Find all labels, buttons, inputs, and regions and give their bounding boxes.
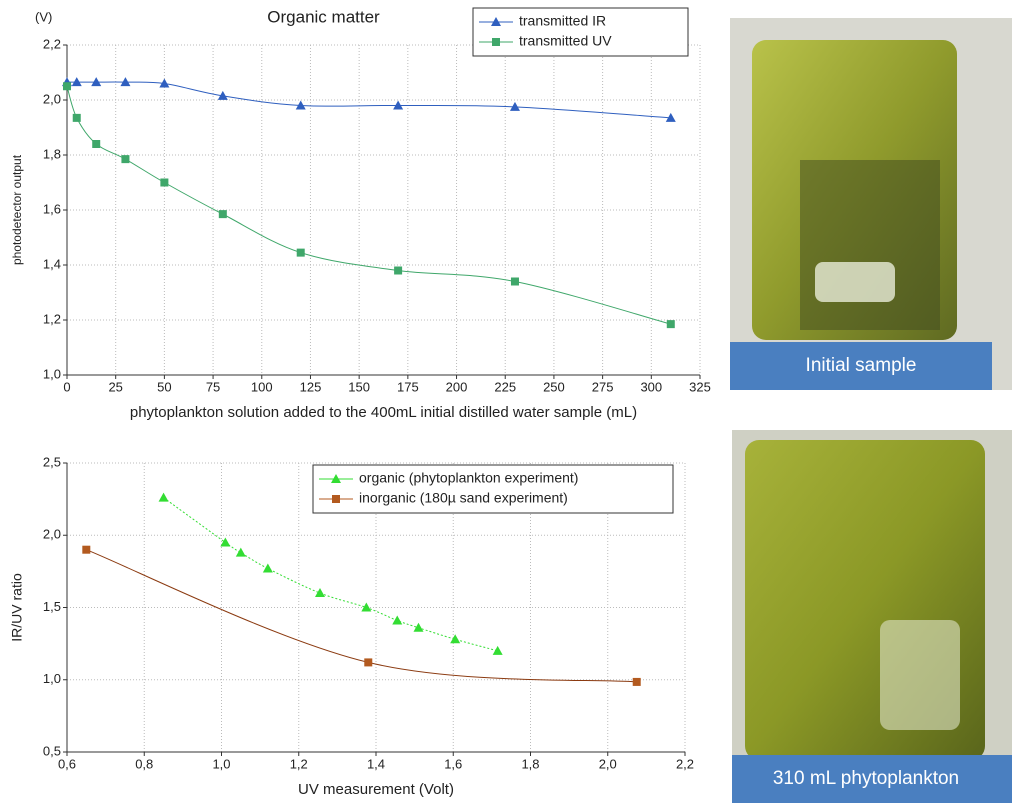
x-tick-label: 125 [300,379,322,394]
series-line [86,550,636,682]
x-tick-label: 325 [689,379,711,394]
x-tick-label: 75 [206,379,220,394]
x-tick-label: 2,0 [599,756,617,771]
legend-label: organic (phytoplankton experiment) [359,470,578,486]
marker [82,546,90,554]
x-tick-label: 275 [592,379,614,394]
x-tick-label: 150 [348,379,370,394]
marker [633,678,641,686]
x-tick-label: 1,6 [444,756,462,771]
x-tick-label: 1,8 [521,756,539,771]
chart-title: Organic matter [267,7,380,26]
y-tick-label: 1,0 [43,366,61,381]
x-tick-label: 1,4 [367,756,385,771]
photo-caption: 310 mL phytoplankton [773,768,959,789]
marker [315,588,325,597]
y-tick-label: 1,8 [43,146,61,161]
marker [450,634,460,643]
marker [236,548,246,557]
x-axis-label: phytoplankton solution added to the 400m… [130,404,637,421]
y-unit: (V) [35,9,52,24]
marker [394,267,402,275]
legend-label: transmitted UV [519,33,612,49]
y-tick-label: 2,0 [43,527,61,542]
photo-initial: Initial sample [730,18,1012,390]
marker [297,249,305,257]
marker [160,179,168,187]
marker [159,493,169,502]
legend-label: inorganic (180µ sand experiment) [359,490,568,506]
marker [667,320,675,328]
legend-label: transmitted IR [519,13,606,29]
y-tick-label: 2,5 [43,454,61,469]
marker [92,140,100,148]
photo-caption: Initial sample [806,355,917,376]
x-tick-label: 200 [446,379,468,394]
marker [73,114,81,122]
marker [263,563,273,572]
marker [493,646,503,655]
y-tick-label: 1,6 [43,201,61,216]
x-tick-label: 1,2 [290,756,308,771]
figure: Initial sample 310 mL phytoplankton 1,0 1… [0,0,1021,803]
y-tick-label: 1,2 [43,311,61,326]
photo-final: 310 mL phytoplankton [732,430,1012,803]
x-tick-label: 0,8 [135,756,153,771]
y-axis-label: IR/UV ratio [9,573,25,642]
marker [413,623,423,632]
x-tick-label: 1,0 [212,756,230,771]
series-line [164,498,498,651]
y-tick-label: 1,5 [43,599,61,614]
series-line [67,86,671,324]
legend-marker [492,38,500,46]
x-tick-label: 50 [157,379,171,394]
marker [361,603,371,612]
x-tick-label: 2,2 [676,756,694,771]
marker [219,210,227,218]
x-tick-label: 225 [494,379,516,394]
x-tick-label: 300 [640,379,662,394]
y-tick-label: 2,2 [43,36,61,51]
y-tick-label: 1,0 [43,671,61,686]
y-axis-label: photodetector output [10,154,24,265]
marker [121,155,129,163]
y-tick-label: 1,4 [43,256,61,271]
x-tick-label: 25 [108,379,122,394]
marker [364,658,372,666]
x-tick-label: 175 [397,379,419,394]
y-tick-label: 2,0 [43,91,61,106]
x-tick-label: 100 [251,379,273,394]
marker [511,278,519,286]
legend-marker [332,495,340,503]
x-axis-label: UV measurement (Volt) [298,781,454,798]
marker [63,82,71,90]
x-tick-label: 0 [63,379,70,394]
x-tick-label: 0,6 [58,756,76,771]
marker [392,616,402,625]
x-tick-label: 250 [543,379,565,394]
